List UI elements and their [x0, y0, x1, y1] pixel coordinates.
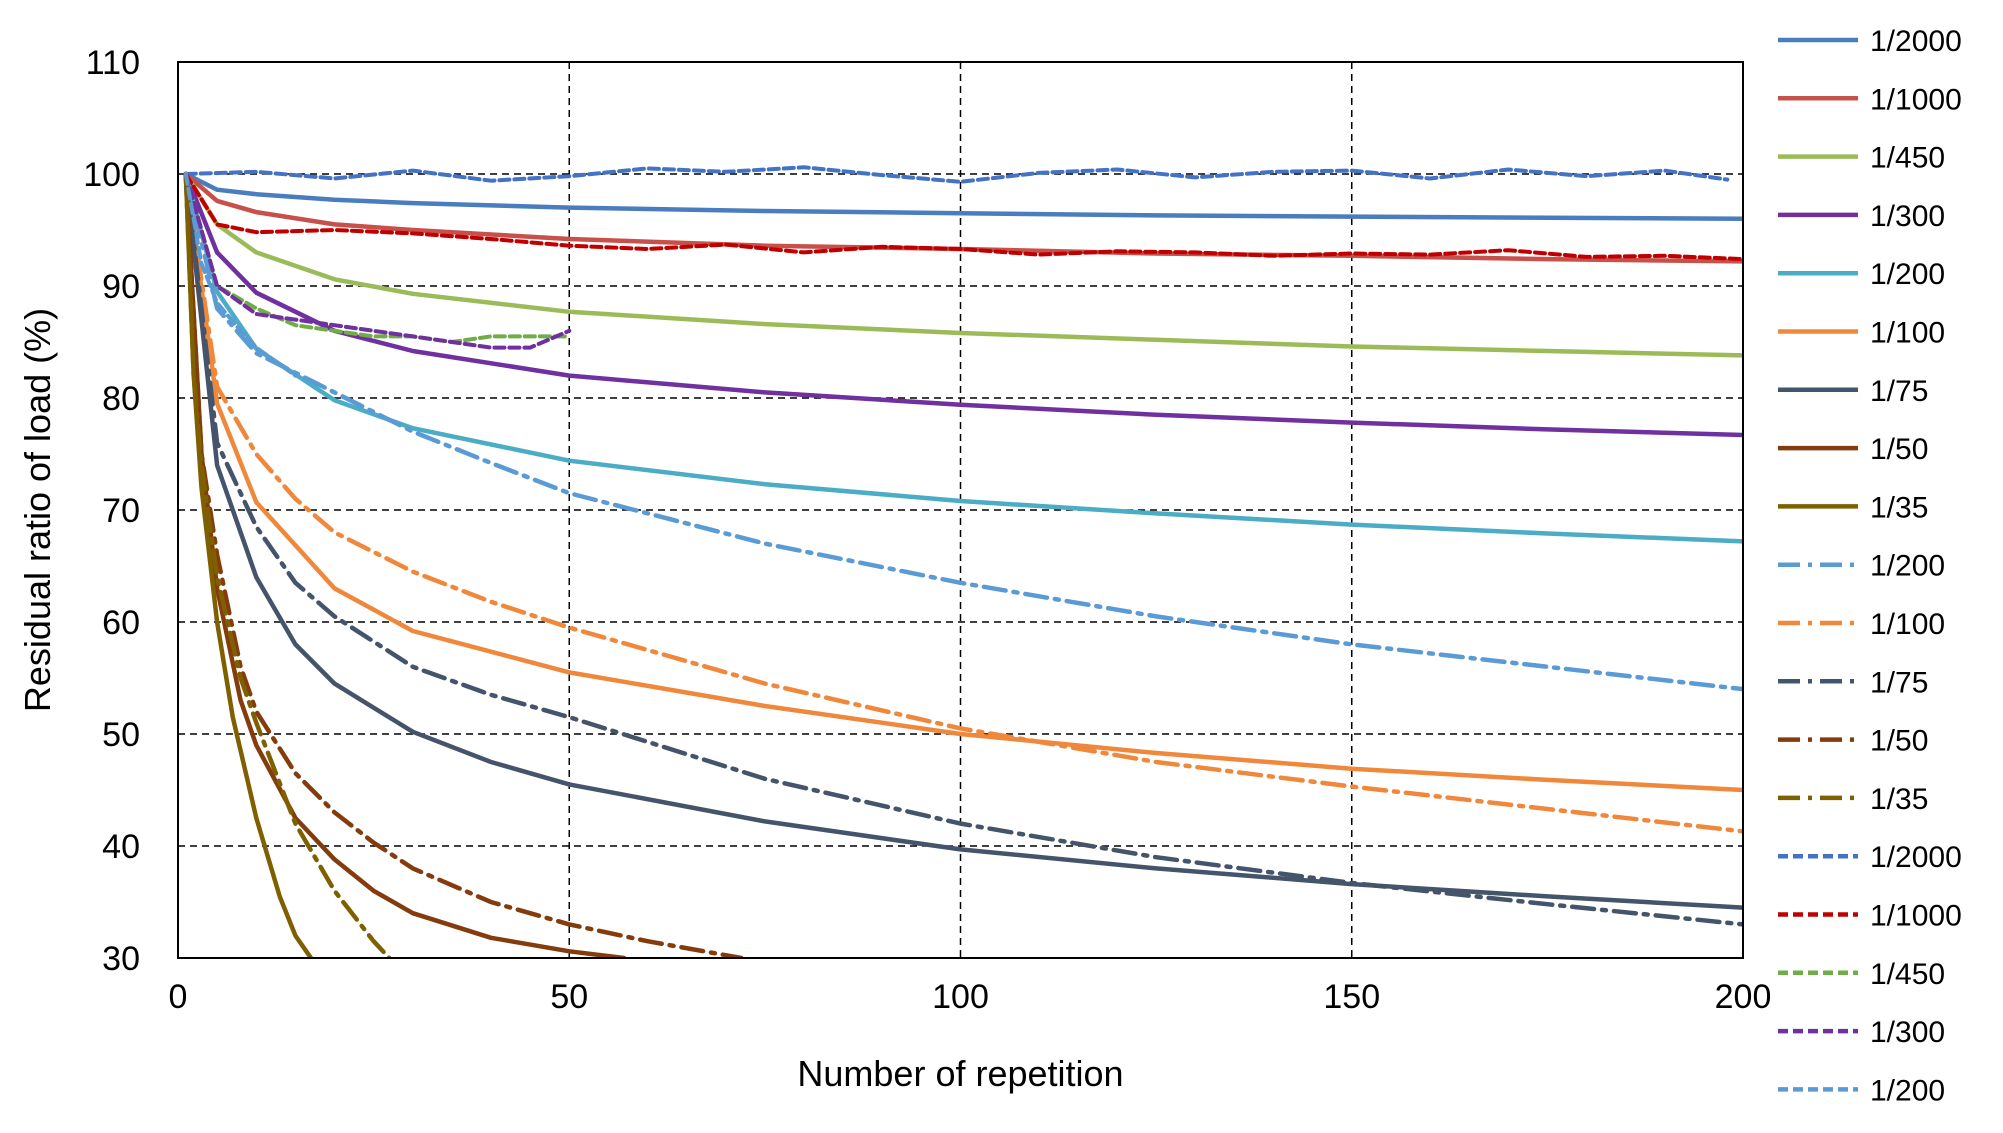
series-line-1-100-solid — [183, 171, 1743, 793]
x-tick-label: 50 — [550, 978, 588, 1016]
series-line-1-450-solid — [183, 171, 1743, 358]
series-line-1-75-dashdot — [183, 171, 1743, 927]
legend-label-1-300-solid: 1/300 — [1870, 200, 1945, 233]
series-line-1-2000-dashed — [183, 165, 1730, 184]
legend-label-1-450-solid: 1/450 — [1870, 142, 1945, 175]
legend-label-1-35-dashdot: 1/35 — [1870, 783, 1928, 816]
series-line-1-200-dashdot — [183, 171, 1743, 692]
y-axis-title: Residual ratio of load (%) — [17, 308, 58, 712]
series-line-1-1000-dashed — [183, 172, 1743, 262]
series-line-1-50-dashdot — [183, 171, 744, 958]
y-tick-label: 70 — [102, 492, 140, 530]
x-axis-title: Number of repetition — [797, 1053, 1123, 1094]
series-line-1-300-dashed — [183, 172, 572, 350]
legend-label-1-50-solid: 1/50 — [1870, 433, 1928, 466]
series-line-1-1000-solid — [183, 171, 1743, 264]
legend-label-1-1000-solid: 1/1000 — [1870, 83, 1962, 116]
x-tick-label: 100 — [932, 978, 989, 1016]
series-line-1-200-dashed — [183, 172, 298, 378]
legend-label-1-200-solid: 1/200 — [1870, 258, 1945, 291]
legend-label-1-100-dashdot: 1/100 — [1870, 608, 1945, 641]
y-tick-label: 40 — [102, 828, 140, 866]
legend-label-1-1000-dashed: 1/1000 — [1870, 900, 1962, 933]
legend: 1/2000 1/1000 1/450 1/300 1/200 1/100 1/75 1/50… — [1778, 25, 1962, 1107]
legend-label-1-100-solid: 1/100 — [1870, 317, 1945, 350]
legend-label-1-200-dashdot: 1/200 — [1870, 550, 1945, 583]
y-tick-label: 60 — [102, 604, 140, 642]
y-tick-label: 110 — [86, 44, 140, 82]
series-line-1-100-dashdot — [183, 171, 1743, 834]
plot-area-border — [177, 61, 1744, 959]
series-line-1-300-solid — [183, 171, 1743, 438]
legend-label-1-35-solid: 1/35 — [1870, 491, 1928, 524]
series-line-1-75-solid — [183, 171, 1743, 910]
legend-label-1-450-dashed: 1/450 — [1870, 958, 1945, 991]
y-tick-label: 100 — [83, 156, 140, 194]
legend-label-1-50-dashdot: 1/50 — [1870, 725, 1928, 758]
series-line-1-450-dashed — [183, 172, 572, 344]
x-axis-ticks: 0 50 100 150 200 — [169, 978, 1772, 1016]
x-tick-label: 150 — [1323, 978, 1380, 1016]
legend-label-1-2000-solid: 1/2000 — [1870, 25, 1962, 58]
y-tick-label: 90 — [102, 268, 140, 306]
y-tick-label: 50 — [102, 716, 140, 754]
legend-label-1-300-dashed: 1/300 — [1870, 1016, 1945, 1049]
y-tick-label: 80 — [102, 380, 140, 418]
series-lines — [183, 165, 1743, 958]
y-axis-ticks: 30 40 50 60 70 80 90 100 110 — [83, 44, 140, 978]
y-tick-label: 30 — [102, 940, 140, 978]
x-tick-label: 0 — [169, 978, 188, 1016]
legend-label-1-2000-dashed: 1/2000 — [1870, 841, 1962, 874]
x-tick-label: 200 — [1715, 978, 1772, 1016]
legend-label-1-200-dashed: 1/200 — [1870, 1074, 1945, 1107]
series-line-1-35-dashdot — [183, 171, 392, 958]
legend-label-1-75-solid: 1/75 — [1870, 375, 1928, 408]
legend-label-1-75-dashdot: 1/75 — [1870, 666, 1928, 699]
series-line-1-2000-solid — [183, 171, 1743, 222]
